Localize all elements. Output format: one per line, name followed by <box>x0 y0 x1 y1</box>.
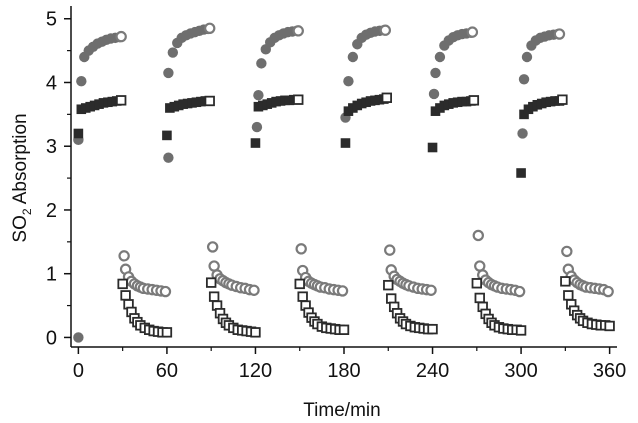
data-point-hollow-square <box>120 290 131 301</box>
data-point-filled-circle <box>163 67 174 79</box>
x-tick-label: 300 <box>504 360 537 382</box>
x-tick-label: 0 <box>73 360 84 382</box>
data-point-hollow-square <box>297 291 308 302</box>
data-point-hollow-square <box>471 278 483 289</box>
data-point-hollow-square <box>381 92 392 103</box>
data-point-filled-square <box>73 128 84 139</box>
data-point-filled-circle <box>167 47 179 58</box>
data-point-filled-square <box>340 138 351 148</box>
y-axis-title: SO2 Absorption <box>10 113 34 242</box>
data-point-hollow-square <box>294 278 305 290</box>
y-tick-label: 5 <box>46 9 57 31</box>
data-point-filled-circle <box>76 76 87 87</box>
data-point-hollow-circle <box>206 241 219 253</box>
x-axis-title: Time/min <box>303 400 380 421</box>
y-tick-label: 3 <box>46 136 57 158</box>
data-point-filled-circle <box>434 51 446 63</box>
data-point-hollow-circle <box>336 285 349 297</box>
data-point-filled-square <box>516 168 526 178</box>
data-point-hollow-circle <box>204 22 216 35</box>
x-tick-label: 60 <box>156 360 178 382</box>
data-point-hollow-circle <box>295 243 307 255</box>
data-point-hollow-square <box>250 327 261 338</box>
data-point-filled-square <box>519 109 529 120</box>
data-point-hollow-square <box>427 323 438 335</box>
data-point-filled-square <box>427 142 438 153</box>
y-axis-title-suffix: Absorption <box>10 113 31 208</box>
data-point-hollow-square <box>208 291 220 302</box>
data-point-hollow-square <box>474 292 485 304</box>
data-point-hollow-circle <box>208 260 220 272</box>
data-point-filled-square <box>250 138 261 148</box>
data-point-filled-circle <box>518 74 530 85</box>
data-point-hollow-circle <box>513 285 526 298</box>
data-point-hollow-square <box>205 277 217 288</box>
data-point-hollow-circle <box>292 25 304 37</box>
data-point-hollow-square <box>563 290 574 301</box>
x-tick-label: 360 <box>593 360 626 382</box>
data-point-hollow-circle <box>248 284 260 296</box>
y-axis-title-prefix: SO <box>10 215 31 242</box>
data-point-hollow-circle <box>159 285 172 298</box>
data-point-hollow-square <box>386 293 397 304</box>
data-point-hollow-square <box>293 94 304 105</box>
y-tick-label: 4 <box>46 72 57 94</box>
data-point-hollow-square <box>604 320 615 332</box>
data-marks <box>73 22 615 343</box>
data-point-filled-circle <box>73 332 84 343</box>
data-point-filled-circle <box>256 58 267 69</box>
data-point-filled-square <box>162 130 172 141</box>
data-point-hollow-square <box>560 276 571 287</box>
data-point-hollow-circle <box>602 285 614 298</box>
data-point-hollow-square <box>338 324 350 335</box>
y-tick-label: 1 <box>46 264 57 286</box>
data-point-hollow-circle <box>474 260 486 272</box>
x-tick-label: 240 <box>416 360 449 382</box>
x-tick-label: 180 <box>327 360 360 382</box>
data-point-hollow-circle <box>561 245 573 258</box>
data-point-hollow-square <box>515 325 527 336</box>
data-point-filled-circle <box>430 67 441 79</box>
data-point-filled-circle <box>521 51 533 63</box>
data-point-hollow-square <box>117 278 128 290</box>
data-point-hollow-circle <box>472 229 484 242</box>
data-point-hollow-circle <box>379 24 392 36</box>
data-point-hollow-square <box>383 279 394 291</box>
y-ticks: 0 1 2 3 4 5 <box>46 9 71 349</box>
data-point-filled-circle <box>253 90 264 101</box>
data-point-filled-circle <box>517 128 528 139</box>
x-ticks: 0 60 120 180 240 300 360 <box>73 347 626 382</box>
data-point-filled-circle <box>163 152 174 163</box>
data-point-hollow-circle <box>384 244 396 256</box>
y-tick-label: 2 <box>46 200 57 222</box>
data-point-hollow-square <box>115 95 127 106</box>
data-point-hollow-square <box>204 95 215 107</box>
data-point-filled-circle <box>347 51 359 63</box>
data-point-hollow-circle <box>425 284 437 296</box>
data-point-hollow-square <box>468 95 480 106</box>
data-point-hollow-circle <box>118 250 130 262</box>
data-point-hollow-circle <box>553 28 566 40</box>
data-point-hollow-circle <box>115 30 127 43</box>
y-axis-title-subscript: 2 <box>20 208 34 215</box>
data-point-filled-circle <box>251 121 263 133</box>
y-tick-label: 0 <box>46 327 57 349</box>
plot-area: 0 60 120 180 240 300 360 0 1 2 3 4 5 <box>46 6 626 382</box>
data-point-hollow-circle <box>466 26 479 38</box>
data-point-hollow-square <box>557 94 568 105</box>
data-point-hollow-square <box>161 327 173 338</box>
data-point-filled-circle <box>428 88 440 100</box>
data-point-filled-circle <box>343 76 354 87</box>
x-tick-label: 120 <box>239 360 272 382</box>
